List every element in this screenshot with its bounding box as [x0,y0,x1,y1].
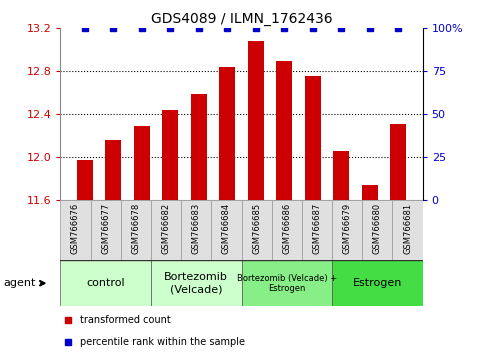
Text: GSM766680: GSM766680 [373,203,382,254]
Text: control: control [86,278,125,288]
Bar [181,200,212,260]
Bar [390,124,406,200]
Bar [219,67,235,200]
Bar [332,200,362,260]
Text: GSM766686: GSM766686 [282,203,291,254]
Bar [362,200,393,260]
Bar [77,160,93,200]
Bar [91,200,121,260]
Text: GSM766684: GSM766684 [222,203,231,254]
Title: GDS4089 / ILMN_1762436: GDS4089 / ILMN_1762436 [151,12,332,26]
Text: Bortezomib (Velcade) +
Estrogen: Bortezomib (Velcade) + Estrogen [237,274,337,293]
Text: GSM766679: GSM766679 [342,203,352,254]
Bar [302,200,332,260]
Bar [105,140,121,200]
Bar [60,200,91,260]
Bar [134,126,150,200]
Bar [191,94,207,200]
Bar [271,200,302,260]
Text: GSM766681: GSM766681 [403,203,412,254]
Bar [362,185,378,200]
Bar [151,260,242,306]
Text: Bortezomib
(Velcade): Bortezomib (Velcade) [164,272,228,294]
Bar [212,200,242,260]
Text: GSM766678: GSM766678 [131,203,141,254]
Bar [121,200,151,260]
Text: GSM766676: GSM766676 [71,203,80,254]
Text: GSM766677: GSM766677 [101,203,110,254]
Bar [248,41,264,200]
Text: transformed count: transformed count [80,315,171,325]
Text: percentile rank within the sample: percentile rank within the sample [80,337,245,347]
Bar [162,110,178,200]
Bar [276,61,292,200]
Text: GSM766682: GSM766682 [161,203,170,254]
Bar [242,200,271,260]
Text: GSM766687: GSM766687 [313,203,322,254]
Bar [242,260,332,306]
Text: Estrogen: Estrogen [353,278,402,288]
Bar [151,200,181,260]
Text: GSM766683: GSM766683 [192,203,201,254]
Bar [332,260,423,306]
Text: GSM766685: GSM766685 [252,203,261,254]
Text: agent: agent [3,278,44,288]
Bar [305,75,321,200]
Bar [60,260,151,306]
Bar [333,151,349,200]
Bar [393,200,423,260]
